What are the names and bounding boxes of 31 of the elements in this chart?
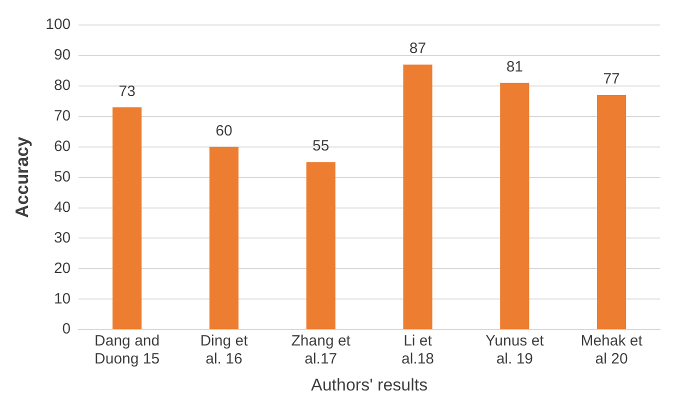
y-tick-label: 10 (54, 290, 71, 308)
y-tick-label: 40 (54, 198, 71, 216)
bar (209, 146, 239, 330)
data-label: 81 (506, 58, 523, 76)
y-tick-label: 30 (54, 229, 71, 246)
x-axis-title: Authors' results (310, 375, 428, 394)
data-label: 77 (603, 70, 620, 88)
x-tick-label: Mehak et al 20 (580, 332, 644, 368)
bar (597, 95, 626, 330)
x-tick-label: Li et al.18 (401, 332, 434, 368)
y-tick-label: 60 (54, 138, 71, 155)
bar (500, 82, 530, 330)
x-tick-label: Zhang et al.17 (291, 332, 352, 368)
data-label: 73 (118, 82, 136, 100)
y-tick-label: 70 (54, 108, 71, 125)
data-label: 55 (312, 138, 330, 155)
bar (112, 107, 142, 330)
x-tick-label: Dang and Duong 15 (94, 332, 160, 368)
y-tick-label: 20 (54, 260, 71, 277)
y-tick-label: 0 (62, 320, 71, 338)
bar (403, 64, 432, 330)
data-label: 60 (216, 122, 232, 140)
x-tick-label: Ding et al. 16 (200, 332, 249, 368)
bar (306, 162, 336, 330)
data-label: 87 (409, 40, 426, 58)
y-tick-label: 90 (54, 46, 71, 64)
y-tick-label: 80 (54, 77, 71, 94)
y-tick-label: 100 (46, 16, 71, 34)
y-tick-label: 50 (54, 168, 71, 186)
y-axis-title: Accuracy (12, 136, 32, 218)
x-tick-label: Yunus et al. 19 (485, 332, 545, 368)
